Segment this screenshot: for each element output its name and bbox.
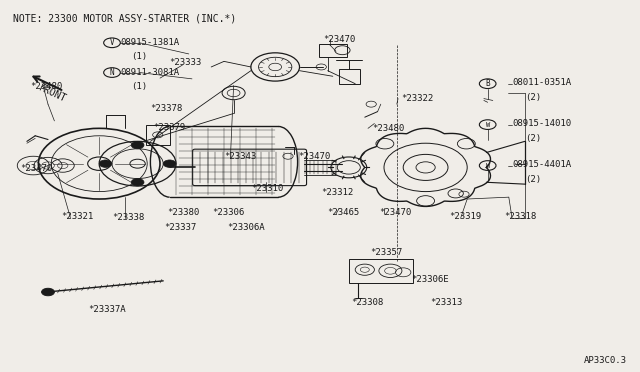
Text: (1): (1) [131, 52, 147, 61]
Text: *23470: *23470 [323, 35, 355, 44]
Text: N: N [109, 68, 115, 77]
Text: FRONT: FRONT [37, 83, 68, 105]
Text: *23321: *23321 [61, 212, 93, 221]
Text: *23470: *23470 [298, 153, 330, 161]
Text: *23470: *23470 [20, 164, 52, 173]
Text: *23306A: *23306A [227, 223, 265, 232]
Text: 08915-1381A: 08915-1381A [120, 38, 179, 47]
Text: (1): (1) [131, 82, 147, 91]
Bar [349, 259, 413, 283]
Text: *23343: *23343 [224, 153, 256, 161]
Bar [146, 125, 170, 145]
Text: (2): (2) [525, 175, 541, 184]
Text: *23312: *23312 [321, 188, 353, 197]
Text: V: V [109, 38, 115, 47]
Text: *23319: *23319 [449, 212, 481, 221]
Text: *23310: *23310 [251, 185, 283, 193]
Text: *23380: *23380 [168, 208, 200, 217]
Text: 08011-0351A: 08011-0351A [512, 78, 571, 87]
Text: *23379: *23379 [154, 123, 186, 132]
Text: *23322: *23322 [401, 94, 433, 103]
Circle shape [99, 160, 112, 167]
Text: NOTE: 23300 MOTOR ASSY-STARTER (INC.*): NOTE: 23300 MOTOR ASSY-STARTER (INC.*) [13, 13, 236, 23]
Text: *23480: *23480 [372, 124, 404, 133]
Circle shape [163, 160, 176, 167]
Circle shape [131, 141, 144, 149]
Text: 08915-4401A: 08915-4401A [512, 160, 571, 169]
Text: *23313: *23313 [430, 298, 462, 307]
Bar [339, 69, 360, 84]
Text: *23318: *23318 [504, 212, 536, 221]
Text: *23337: *23337 [164, 223, 196, 232]
Text: *23306E: *23306E [411, 275, 449, 284]
Text: *23337A: *23337A [88, 305, 126, 314]
Text: *23470: *23470 [379, 208, 411, 217]
Circle shape [42, 288, 54, 296]
Bar [319, 44, 347, 57]
Text: (2): (2) [525, 93, 541, 102]
Text: (2): (2) [525, 134, 541, 143]
Text: *23333: *23333 [170, 58, 202, 67]
Text: *23338: *23338 [112, 213, 144, 222]
Text: *23308: *23308 [351, 298, 383, 307]
Text: 08915-14010: 08915-14010 [512, 119, 571, 128]
Text: *23357: *23357 [370, 248, 402, 257]
Circle shape [131, 179, 144, 186]
Text: B: B [485, 79, 490, 88]
Text: AP33C0.3: AP33C0.3 [584, 356, 627, 365]
Text: W: W [486, 163, 490, 169]
Text: *23306: *23306 [212, 208, 244, 217]
Text: W: W [486, 122, 490, 128]
Text: *23480: *23480 [30, 82, 62, 91]
Text: *23465: *23465 [328, 208, 360, 217]
Text: 08911-3081A: 08911-3081A [120, 68, 179, 77]
Text: *23378: *23378 [150, 104, 182, 113]
